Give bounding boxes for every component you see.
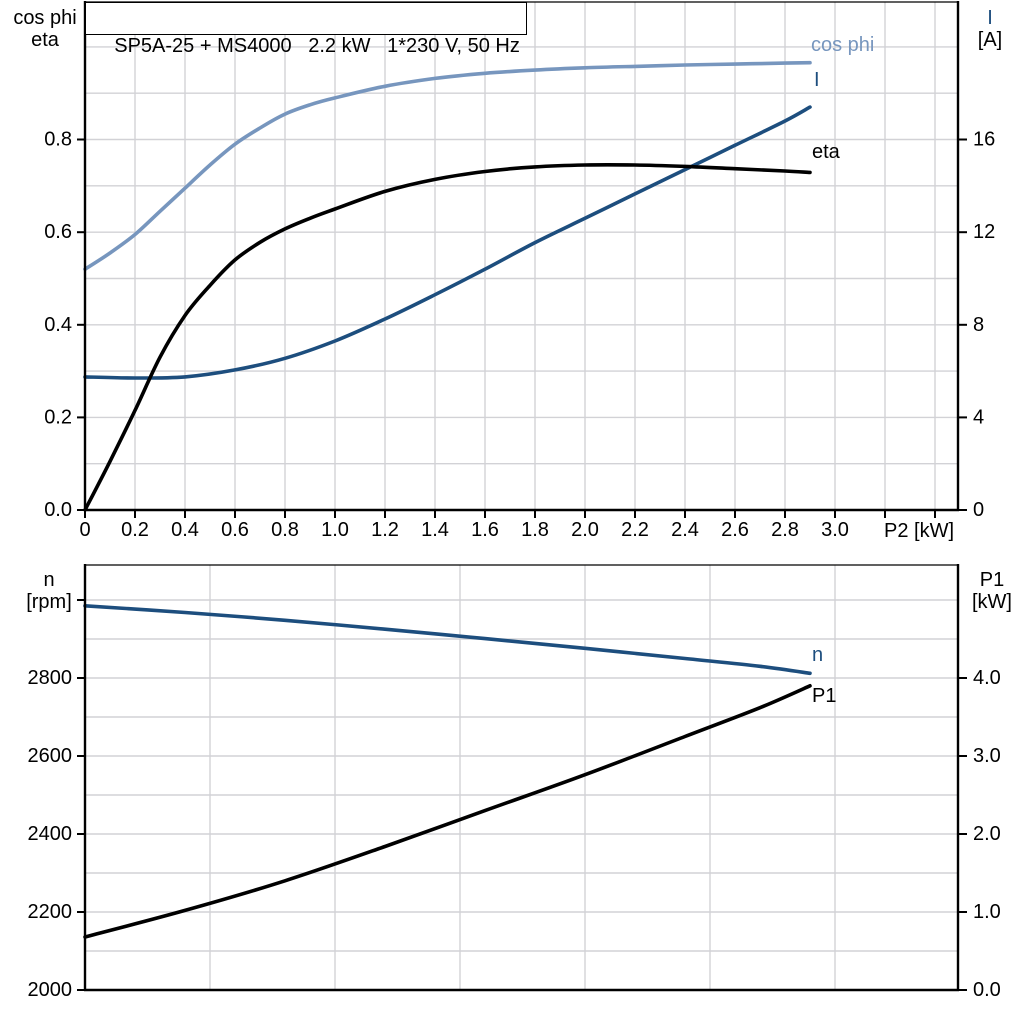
- right-tick-label: 3.0: [973, 745, 1001, 767]
- left-tick-label: 2400: [28, 823, 73, 845]
- top-left-axis-title-line1: cos phi: [13, 7, 77, 29]
- x-tick-label: 0: [79, 519, 90, 541]
- top-left-axis-title-line2: eta: [31, 29, 59, 51]
- top-right-axis-title-line1: I: [987, 7, 993, 29]
- eta-curve: [83, 163, 812, 512]
- x-tick-label: 2.4: [671, 519, 699, 541]
- chart-title: SP5A-25 + MS4000 2.2 kW 1*230 V, 50 Hz: [114, 35, 520, 57]
- left-tick-label: 2000: [28, 979, 73, 1001]
- chart-title-box: SP5A-25 + MS4000 2.2 kW 1*230 V, 50 Hz: [85, 2, 527, 57]
- x-tick-label: 2.2: [621, 519, 649, 541]
- P1-curve: [83, 684, 812, 939]
- x-tick-label: 1.6: [471, 519, 499, 541]
- right-tick-label: 8: [973, 314, 984, 336]
- x-tick-label: 0.8: [271, 519, 299, 541]
- right-tick-label: 16: [973, 129, 995, 151]
- top-right-axis-title-line2: [A]: [977, 29, 1003, 51]
- right-tick-label: 0: [973, 499, 984, 521]
- x-tick-label: 1.0: [321, 519, 349, 541]
- left-tick-label: 0.2: [44, 406, 72, 428]
- x-tick-label: 2.6: [721, 519, 749, 541]
- speed-curve-label: n: [812, 644, 824, 666]
- left-tick-label: 0.8: [44, 129, 72, 151]
- right-tick-label: 1.0: [973, 901, 1001, 923]
- right-tick-label: 4: [973, 406, 984, 428]
- x-tick-label: 0.6: [221, 519, 249, 541]
- x-tick-label: 1.4: [421, 519, 449, 541]
- cos-phi-curve: [83, 60, 812, 271]
- x-tick-label: 2.0: [571, 519, 599, 541]
- I-curve: [83, 105, 812, 380]
- left-tick-label: 2600: [28, 745, 73, 767]
- cos-phi-curve-label: cos phi: [811, 34, 875, 56]
- x-tick-label: 3.0: [821, 519, 849, 541]
- current-curve-label: I: [814, 69, 820, 91]
- bottom-right-axis-title-line2: [kW]: [972, 591, 1012, 613]
- eta-curve-label: eta: [812, 141, 840, 163]
- left-tick-label: 2200: [28, 901, 73, 923]
- left-tick-label: 2800: [28, 667, 73, 689]
- right-tick-label: 0.0: [973, 979, 1001, 1001]
- x-tick-label: 1.8: [521, 519, 549, 541]
- bottom-right-axis-title-line1: P1: [979, 569, 1005, 591]
- x-tick-label: 0.2: [121, 519, 149, 541]
- left-tick-label: 0.0: [44, 499, 72, 521]
- left-tick-label: 0.4: [44, 314, 72, 336]
- bottom-left-axis-title-line1: n: [43, 569, 55, 591]
- x-tick-label: 1.2: [371, 519, 399, 541]
- input-power-curve-label: P1: [812, 685, 837, 707]
- n-curve: [83, 604, 812, 676]
- right-tick-label: 2.0: [973, 823, 1001, 845]
- x-tick-label: 2.8: [771, 519, 799, 541]
- left-tick-label: 0.6: [44, 221, 72, 243]
- right-tick-label: 4.0: [973, 667, 1001, 689]
- x-tick-label: 0.4: [171, 519, 199, 541]
- x-axis-label: P2 [kW]: [884, 520, 955, 542]
- bottom-left-axis-title-line2: [rpm]: [26, 591, 72, 613]
- right-tick-label: 12: [973, 221, 995, 243]
